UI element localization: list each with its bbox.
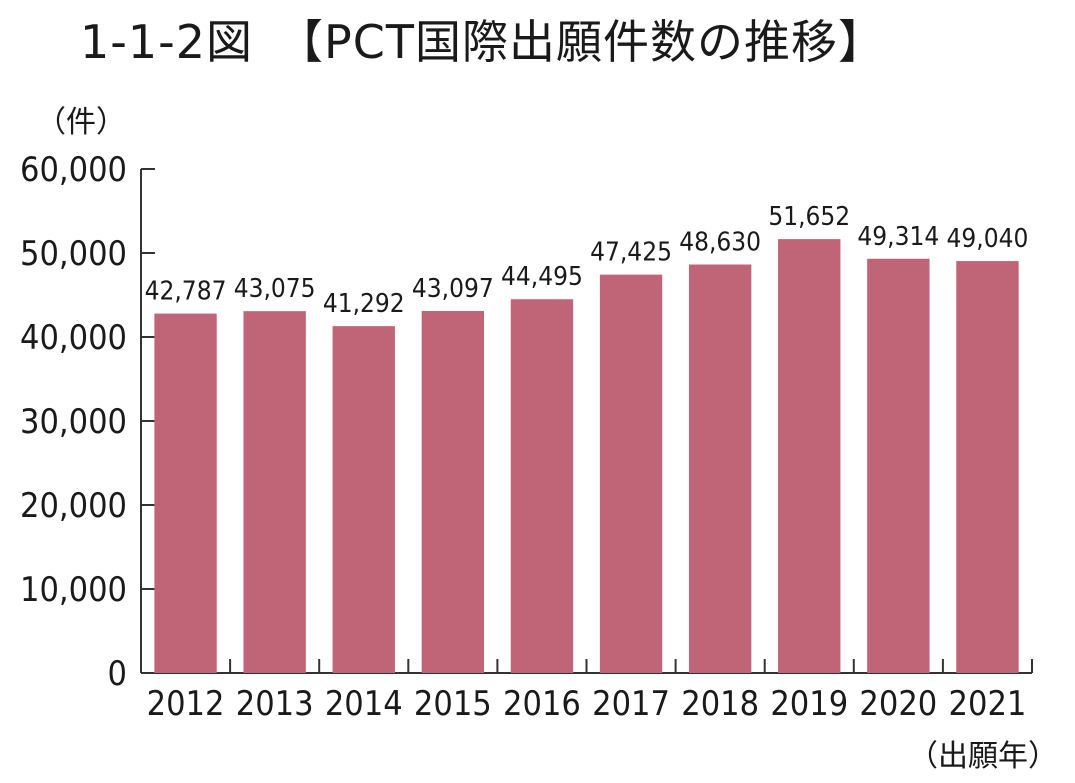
y-tick-label: 20,000 <box>20 486 127 526</box>
y-tick-label: 40,000 <box>20 318 127 358</box>
y-tick-label: 30,000 <box>20 402 127 442</box>
data-label-2012: 42,787 <box>145 277 227 307</box>
data-label-2013: 43,075 <box>234 274 316 304</box>
bar-2014 <box>332 326 395 673</box>
data-label-2015: 43,097 <box>412 274 494 304</box>
bar-2021 <box>956 261 1019 673</box>
data-label-2020: 49,314 <box>857 222 939 252</box>
x-tick-label-2013: 2013 <box>236 684 314 724</box>
bars-group <box>154 239 1019 673</box>
bar-2020 <box>867 258 930 673</box>
x-tick-label-2014: 2014 <box>325 684 403 724</box>
y-axis: 0 10,000 20,000 30,000 40,000 50,000 60,000 <box>20 150 155 694</box>
y-tick-label: 0 <box>108 654 127 694</box>
x-tick-label-2020: 2020 <box>859 684 937 724</box>
data-label-2021: 49,040 <box>947 224 1029 254</box>
x-tick-label-2019: 2019 <box>770 684 848 724</box>
data-label-2017: 47,425 <box>590 238 672 268</box>
x-tick-label-2015: 2015 <box>414 684 492 724</box>
bar-2012 <box>154 313 217 673</box>
x-tick-label-2012: 2012 <box>147 684 225 724</box>
y-tick-label: 10,000 <box>20 570 127 610</box>
data-label-2014: 41,292 <box>323 289 405 319</box>
x-tick-label-2021: 2021 <box>949 684 1027 724</box>
data-label-2019: 51,652 <box>768 202 850 232</box>
y-axis-unit-label: （件） <box>36 105 126 140</box>
bar-2019 <box>778 239 841 673</box>
chart-title: 1-1-2図 【PCT国際出願件数の推移】 <box>80 15 885 69</box>
data-label-2018: 48,630 <box>679 228 761 258</box>
x-tick-label-2016: 2016 <box>503 684 581 724</box>
bar-2017 <box>599 274 663 673</box>
bar-2015 <box>421 310 485 673</box>
bar-2018 <box>688 264 752 673</box>
x-tick-label-2017: 2017 <box>592 684 670 724</box>
bar-2016 <box>510 299 574 673</box>
bar-2013 <box>243 311 306 673</box>
x-tick-label-2018: 2018 <box>681 684 759 724</box>
x-axis-unit-label: （出願年） <box>908 739 1058 774</box>
y-tick-label: 50,000 <box>20 234 127 274</box>
y-tick-label: 60,000 <box>20 150 127 190</box>
data-label-2016: 44,495 <box>501 262 583 292</box>
